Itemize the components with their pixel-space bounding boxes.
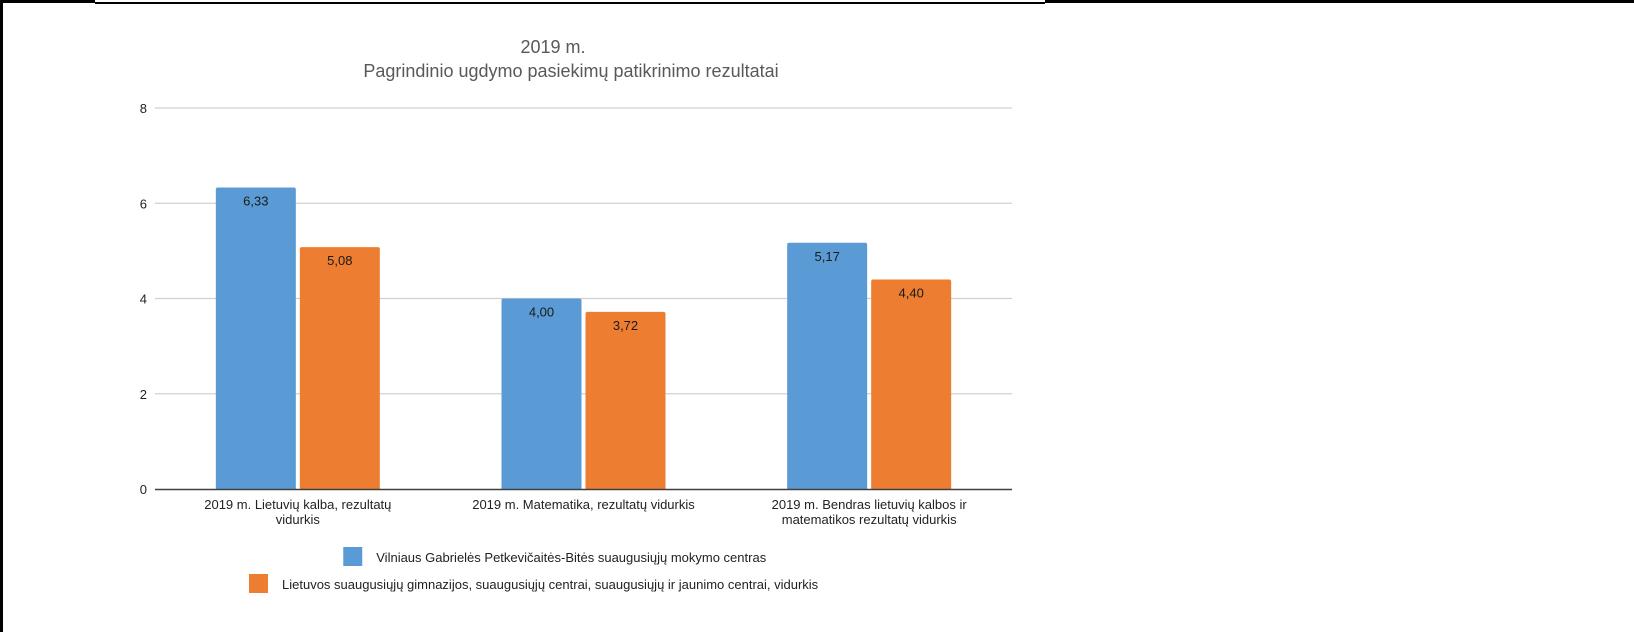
- page-border-top-left: [0, 0, 95, 3]
- y-tick-label: 6: [140, 196, 147, 211]
- x-tick-label: 2019 m. Bendras lietuvių kalbos ir: [772, 497, 968, 512]
- data-label: 4,40: [899, 285, 924, 300]
- legend: Vilniaus Gabrielės Petkevičaitės-Bitės s…: [249, 547, 819, 593]
- data-label: 3,72: [613, 318, 638, 333]
- x-axis-categories: 2019 m. Lietuvių kalba, rezultatųvidurki…: [204, 497, 967, 527]
- chart-subtitle: Pagrindinio ugdymo pasiekimų patikrinimo…: [363, 61, 778, 81]
- x-tick-label: matematikos rezultatų vidurkis: [782, 512, 957, 527]
- legend-label: Lietuvos suaugusiųjų gimnazijos, suaugus…: [282, 577, 819, 592]
- y-axis-ticks: 0 2 4 6 8: [140, 101, 147, 497]
- legend-swatch: [249, 574, 268, 593]
- page-border-top: [95, 2, 1045, 4]
- y-tick-label: 2: [140, 387, 147, 402]
- gridlines: [155, 107, 1012, 395]
- y-tick-label: 0: [140, 482, 147, 497]
- page-border-left: [0, 0, 3, 632]
- bar: [215, 187, 296, 489]
- page-border-top-right: [1045, 0, 1634, 3]
- bar: [585, 311, 666, 489]
- y-tick-label: 4: [140, 292, 147, 307]
- data-label: 6,33: [243, 194, 268, 209]
- data-label: 5,08: [327, 253, 352, 268]
- bar: [299, 247, 380, 489]
- legend-label: Vilniaus Gabrielės Petkevičaitės-Bitės s…: [376, 550, 766, 565]
- x-tick-label: vidurkis: [276, 512, 321, 527]
- x-tick-label: 2019 m. Lietuvių kalba, rezultatų: [204, 497, 391, 512]
- x-tick-label: 2019 m. Matematika, rezultatų vidurkis: [472, 497, 695, 512]
- y-tick-label: 8: [140, 101, 147, 116]
- data-label: 4,00: [529, 305, 554, 320]
- bar: [501, 298, 582, 489]
- bar: [787, 242, 868, 489]
- chart-title: 2019 m.: [520, 37, 585, 57]
- bars: 6,33 5,08 4,00 3,72 5,17 4,40: [215, 187, 952, 489]
- data-label: 5,17: [815, 249, 840, 264]
- bar: [871, 279, 952, 489]
- legend-swatch: [343, 547, 363, 566]
